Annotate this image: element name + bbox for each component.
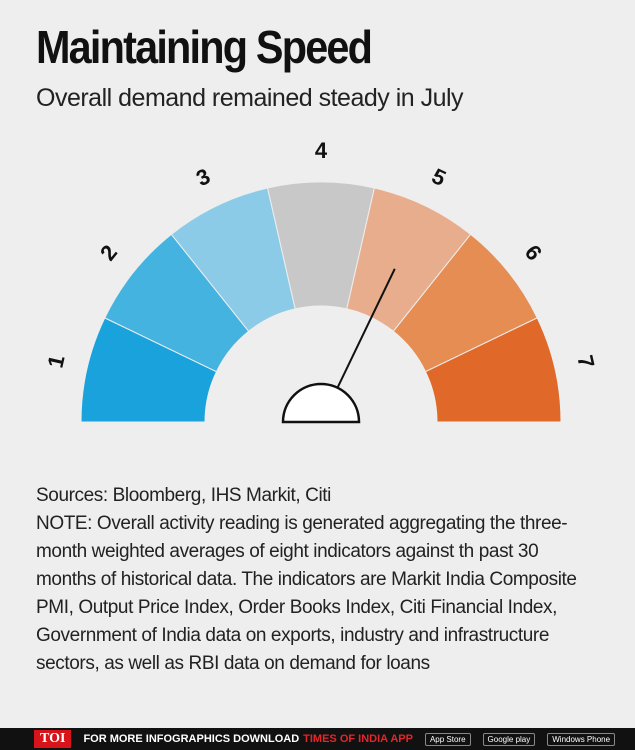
segment-label: 3 — [192, 163, 214, 191]
subtitle: Overall demand remained steady in July — [36, 84, 464, 112]
needle-hub — [281, 382, 361, 424]
footer: TOI FOR MORE INFOGRAPHICS DOWNLOAD TIMES… — [0, 728, 635, 750]
note: NOTE: Overall activity reading is genera… — [36, 513, 577, 674]
title: Maintaining Speed — [36, 21, 373, 73]
store-badge[interactable]: Windows Phone — [547, 732, 616, 746]
brand: TOI — [34, 730, 72, 748]
source: Sources: Bloomberg, IHS Markit, Citi — [36, 485, 331, 506]
segment-label: 2 — [95, 240, 122, 265]
needle — [333, 268, 396, 396]
app-name[interactable]: TIMES OF INDIA APP — [303, 733, 413, 745]
notes: Sources: Bloomberg, IHS Markit, Citi NOT… — [36, 482, 602, 678]
gauge: 1 2 3 4 5 6 7 — [43, 138, 599, 424]
gauge-segment — [424, 317, 562, 423]
segment-label: 4 — [315, 138, 328, 163]
segment-label: 1 — [43, 353, 70, 371]
footer-text: FOR MORE INFOGRAPHICS DOWNLOAD — [83, 733, 300, 745]
store-badge[interactable]: Google play — [482, 732, 536, 746]
segment-label: 6 — [520, 240, 547, 265]
segment-label: 7 — [572, 353, 599, 371]
segment-label: 5 — [428, 163, 450, 191]
store-badge[interactable]: App Store — [424, 732, 471, 746]
